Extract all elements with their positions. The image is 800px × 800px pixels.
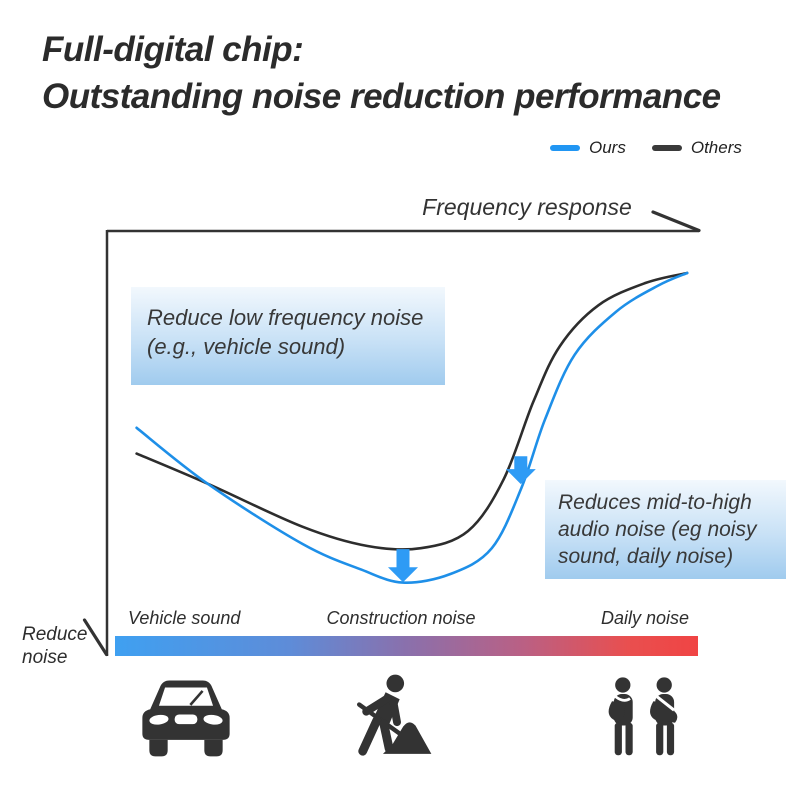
note-line: Reduces mid-to-high [558,491,752,514]
y-axis-label-line-2: noise [22,647,68,668]
note-line: sound, daily noise) [558,545,734,568]
dip-arrow-low-mid [388,549,418,583]
note-line: (e.g., vehicle sound) [147,334,346,359]
note-line: audio noise (eg noisy [558,518,757,541]
pedestrians-icon [608,677,678,756]
x-axis-arrowhead [651,210,701,233]
others-line-swatch [651,145,682,151]
y-axis-arrowhead [82,618,109,657]
page-title: Full-digital chip: Outstanding noise red… [42,26,721,120]
spectrum-label-vehicle: Vehicle sound [128,608,241,628]
low-frequency-note: Reduce low frequency noise (e.g., vehicl… [131,287,445,385]
noise-spectrum-bar [115,636,698,656]
legend-item-others: Others [651,138,742,158]
legend-item-ours: Ours [550,138,626,158]
construction-worker-icon [357,674,432,756]
x-axis-label: Frequency response [422,194,632,220]
y-axis-label: Reduce noise [22,623,88,669]
y-axis-label-line-1: Reduce [22,624,88,645]
ours-curve [135,271,689,584]
legend-label-ours: Ours [589,138,626,157]
ours-line-swatch [550,145,580,151]
spectrum-label-construction: Construction noise [326,608,476,628]
legend-label-others: Others [690,138,742,157]
mid-high-frequency-note: Reduces mid-to-high audio noise (eg nois… [545,480,786,579]
title-line-2: Outstanding noise reduction performance [42,77,721,116]
car-icon [142,680,230,757]
legend: Ours Others [550,138,742,158]
others-curve [135,271,689,551]
title-line-1: Full-digital chip: [42,30,304,69]
spectrum-label-daily: Daily noise [600,608,689,628]
dip-arrow-mid-high [505,456,536,485]
note-line: Reduce low frequency noise [147,305,424,330]
